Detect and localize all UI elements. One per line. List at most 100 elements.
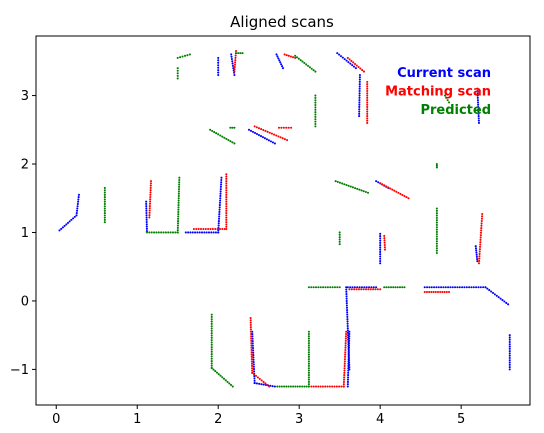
scatter-point bbox=[347, 353, 350, 356]
scatter-point bbox=[486, 287, 489, 290]
legend-entry: Predicted bbox=[420, 103, 491, 118]
scatter-point bbox=[195, 228, 198, 231]
scatter-point bbox=[366, 80, 369, 83]
scatter-point bbox=[435, 244, 438, 248]
scatter-point bbox=[347, 369, 350, 372]
scatter-point bbox=[478, 248, 481, 251]
x-tick-label: 3 bbox=[295, 412, 303, 427]
scatter-point bbox=[209, 228, 212, 231]
scatter-point bbox=[250, 346, 253, 349]
scatter-point bbox=[103, 193, 106, 196]
scatter-point bbox=[253, 379, 256, 382]
scatter-point bbox=[351, 186, 354, 189]
scatter-point bbox=[346, 327, 349, 330]
scatter-point bbox=[338, 286, 341, 289]
scatter-point bbox=[262, 383, 265, 386]
scatter-point bbox=[345, 59, 348, 62]
scatter-point bbox=[210, 334, 213, 337]
series-0 bbox=[58, 52, 511, 388]
scatter-point bbox=[444, 286, 447, 289]
scatter-point bbox=[477, 117, 480, 120]
y-tick-label: 0 bbox=[21, 294, 29, 309]
scatter-point bbox=[277, 57, 280, 60]
scatter-point bbox=[435, 214, 438, 217]
scatter-point bbox=[254, 374, 258, 377]
scatter-point bbox=[314, 385, 318, 388]
scatter-point bbox=[435, 230, 438, 233]
scatter-point bbox=[399, 192, 402, 195]
scatter-point bbox=[210, 364, 213, 367]
scatter-point bbox=[223, 136, 226, 139]
scatter-point bbox=[379, 241, 382, 244]
scatter-point bbox=[217, 56, 220, 59]
scatter-point bbox=[482, 286, 485, 289]
scatter-point bbox=[220, 176, 223, 179]
scatter-point bbox=[289, 55, 292, 58]
x-tick-label: 4 bbox=[376, 412, 384, 427]
scatter-point bbox=[310, 286, 313, 289]
scatter-point bbox=[251, 130, 255, 133]
scatter-point bbox=[344, 353, 347, 356]
scatter-point bbox=[352, 61, 355, 64]
scatter-point bbox=[446, 99, 449, 102]
scatter-point bbox=[177, 188, 181, 191]
scatter-point bbox=[250, 342, 253, 345]
scatter-point bbox=[392, 286, 395, 289]
scatter-point bbox=[347, 371, 350, 374]
scatter-point bbox=[260, 379, 263, 382]
legend-entry: Matching scan bbox=[385, 85, 491, 100]
scatter-point bbox=[299, 59, 302, 62]
scatter-point bbox=[407, 197, 410, 200]
scatter-point bbox=[231, 141, 234, 144]
scatter-point bbox=[396, 286, 399, 289]
scatter-point bbox=[256, 376, 259, 379]
scatter-point bbox=[76, 205, 79, 208]
scatter-point bbox=[77, 198, 80, 201]
scatter-point bbox=[385, 286, 388, 289]
scatter-point bbox=[439, 290, 442, 294]
scatter-point bbox=[176, 74, 179, 77]
scatter-point bbox=[149, 180, 153, 183]
scatter-point bbox=[307, 358, 310, 361]
y-tick-label: 3 bbox=[21, 89, 29, 104]
scatter-point bbox=[225, 207, 228, 210]
scatter-point bbox=[480, 227, 483, 230]
scatter-point bbox=[334, 180, 337, 183]
scatter-point bbox=[148, 211, 151, 214]
scatter-point bbox=[176, 67, 179, 70]
scatter-point bbox=[480, 219, 483, 223]
scatter-point bbox=[210, 360, 213, 363]
scatter-point bbox=[375, 286, 378, 289]
scatter-point bbox=[283, 385, 286, 388]
scatter-point bbox=[306, 64, 310, 67]
scatter-point bbox=[249, 330, 253, 333]
scatter-point bbox=[250, 337, 253, 340]
scatter-point bbox=[103, 191, 106, 194]
scatter-point bbox=[252, 356, 255, 359]
scatter-point bbox=[314, 103, 317, 107]
scatter-point bbox=[342, 378, 346, 381]
scatter-point bbox=[276, 385, 279, 388]
scatter-point bbox=[181, 55, 184, 58]
scatter-point bbox=[251, 371, 254, 374]
scatter-point bbox=[219, 197, 222, 200]
scatter-point bbox=[176, 72, 179, 75]
scatter-point bbox=[338, 385, 341, 388]
scatter-point bbox=[253, 373, 256, 376]
scatter-point bbox=[347, 348, 350, 352]
scatter-point bbox=[225, 137, 228, 140]
scatter-point bbox=[307, 355, 310, 358]
scatter-point bbox=[177, 192, 180, 195]
scatter-point bbox=[346, 286, 349, 289]
scatter-point bbox=[344, 342, 347, 345]
scatter-point bbox=[346, 311, 349, 314]
scatter-point bbox=[253, 131, 257, 134]
scatter-point bbox=[211, 129, 214, 132]
scatter-point bbox=[435, 216, 438, 219]
scatter-point bbox=[324, 286, 327, 289]
scatter-point bbox=[428, 286, 431, 289]
scatter-point bbox=[167, 231, 170, 234]
scatter-point bbox=[260, 383, 263, 386]
scatter-point bbox=[75, 209, 79, 212]
scatter-point bbox=[176, 224, 179, 227]
